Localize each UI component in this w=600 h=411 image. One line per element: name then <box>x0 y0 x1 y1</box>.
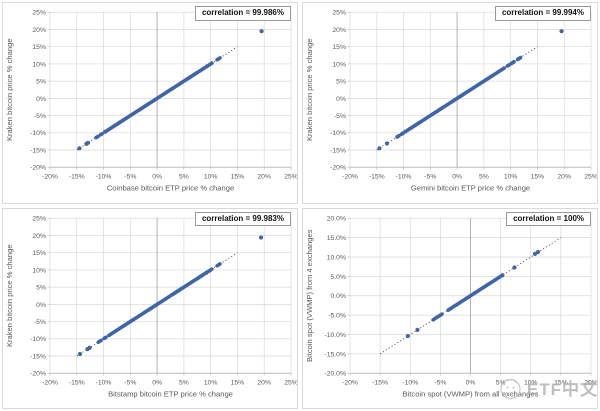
svg-text:Gemini bitcoin ETP price % cha: Gemini bitcoin ETP price % change <box>411 183 530 192</box>
svg-text:10%: 10% <box>332 61 346 68</box>
svg-text:25%: 25% <box>332 10 346 17</box>
scatter-plot-kraken-vs-gemini: -20% -15% -10% -5% 0% 5% 10% 15% 20% 25% 25% 20% 15%… <box>305 10 597 193</box>
svg-text:-5%: -5% <box>434 379 446 386</box>
chart-panel-kraken-vs-coinbase: -20% -15% -10% -5% 0% 5% 10% 15% 20% 25% 25% 20% 15%… <box>2 2 298 204</box>
svg-text:-5%: -5% <box>34 113 46 120</box>
svg-text:Coinbase bitcoin ETP price % c: Coinbase bitcoin ETP price % change <box>107 183 234 192</box>
svg-text:0%: 0% <box>452 173 462 180</box>
correlation-label: correlation = 99.994% <box>494 6 591 21</box>
svg-text:5%: 5% <box>179 173 189 180</box>
svg-text:10%: 10% <box>204 379 218 386</box>
svg-text:-15%: -15% <box>30 353 46 360</box>
svg-text:-10.0%: -10.0% <box>324 331 346 338</box>
svg-text:-20%: -20% <box>30 165 46 172</box>
svg-text:0%: 0% <box>152 173 162 180</box>
svg-text:25%: 25% <box>584 173 597 180</box>
svg-text:0%: 0% <box>36 301 46 308</box>
svg-text:-15%: -15% <box>30 147 46 154</box>
svg-text:25%: 25% <box>32 10 46 17</box>
svg-text:-5%: -5% <box>124 173 136 180</box>
svg-text:-5.0%: -5.0% <box>328 312 346 319</box>
svg-text:20.0%: 20.0% <box>327 215 346 222</box>
svg-text:Bitcoin spot (VWMP) from 4 exc: Bitcoin spot (VWMP) from 4 exchanges <box>305 229 314 362</box>
svg-text:25%: 25% <box>284 379 297 386</box>
svg-text:-20.0%: -20.0% <box>324 370 346 377</box>
svg-text:20%: 20% <box>32 27 46 34</box>
correlation-label: correlation = 100% <box>506 211 591 227</box>
svg-text:20%: 20% <box>257 379 271 386</box>
svg-text:10%: 10% <box>524 379 538 386</box>
svg-text:-5%: -5% <box>424 173 436 180</box>
svg-text:15%: 15% <box>554 379 568 386</box>
chart-panel-kraken-vs-bitstamp: -20% -15% -10% -5% 0% 5% 10% 15% 20% 25% 25% 20% 15%… <box>2 207 298 409</box>
svg-text:-10%: -10% <box>96 379 112 386</box>
svg-text:0%: 0% <box>152 379 162 386</box>
svg-text:-15%: -15% <box>372 379 388 386</box>
correlation-label: correlation = 99.983% <box>194 211 291 227</box>
svg-text:0.0%: 0.0% <box>331 293 347 300</box>
svg-text:-20%: -20% <box>42 173 58 180</box>
svg-text:25%: 25% <box>284 173 297 180</box>
svg-text:Kraken bitcoin price % change: Kraken bitcoin price % change <box>5 244 14 347</box>
svg-text:-20%: -20% <box>42 379 58 386</box>
svg-text:-15%: -15% <box>330 147 346 154</box>
svg-text:0%: 0% <box>36 96 46 103</box>
scatter-plot-vwmp-comparison: -20% -15% -10% -5% 0% 5% 10% 15% 20% 20.0% 15.0% 10… <box>305 215 597 398</box>
svg-text:15.0%: 15.0% <box>327 235 346 242</box>
svg-text:15%: 15% <box>32 44 46 51</box>
svg-text:15%: 15% <box>231 173 245 180</box>
svg-text:-15.0%: -15.0% <box>324 351 346 358</box>
svg-text:10%: 10% <box>204 173 218 180</box>
svg-text:20%: 20% <box>584 379 597 386</box>
svg-text:20%: 20% <box>32 232 46 239</box>
svg-text:5%: 5% <box>36 284 46 291</box>
svg-text:0%: 0% <box>466 379 476 386</box>
svg-text:Kraken bitcoin price % change: Kraken bitcoin price % change <box>305 38 314 141</box>
svg-text:5%: 5% <box>179 379 189 386</box>
scatter-plot-kraken-vs-bitstamp: -20% -15% -10% -5% 0% 5% 10% 15% 20% 25% 25% 20% 15%… <box>5 215 297 398</box>
svg-text:-5%: -5% <box>124 379 136 386</box>
svg-text:10.0%: 10.0% <box>327 254 346 261</box>
svg-text:-10%: -10% <box>30 336 46 343</box>
svg-text:-20%: -20% <box>342 173 358 180</box>
svg-text:-5%: -5% <box>334 113 346 120</box>
svg-text:15%: 15% <box>32 250 46 257</box>
svg-text:-10%: -10% <box>96 173 112 180</box>
svg-text:10%: 10% <box>32 267 46 274</box>
svg-text:-15%: -15% <box>69 173 85 180</box>
svg-text:10%: 10% <box>504 173 518 180</box>
svg-text:25%: 25% <box>32 215 46 222</box>
svg-text:20%: 20% <box>557 173 571 180</box>
svg-text:20%: 20% <box>257 173 271 180</box>
svg-text:-20%: -20% <box>30 370 46 377</box>
scatter-plot-kraken-vs-coinbase: -20% -15% -10% -5% 0% 5% 10% 15% 20% 25% 25% 20% 15%… <box>5 10 297 193</box>
svg-text:-15%: -15% <box>69 379 85 386</box>
svg-text:-15%: -15% <box>369 173 385 180</box>
svg-text:0%: 0% <box>336 96 346 103</box>
svg-text:Kraken bitcoin price % change: Kraken bitcoin price % change <box>5 38 14 141</box>
svg-text:10%: 10% <box>32 61 46 68</box>
svg-text:-5%: -5% <box>34 318 46 325</box>
svg-text:5.0%: 5.0% <box>331 273 347 280</box>
svg-text:5%: 5% <box>336 79 346 86</box>
svg-text:15%: 15% <box>332 44 346 51</box>
correlation-label: correlation = 99.986% <box>194 6 291 21</box>
svg-text:Bitstamp bitcoin ETP price % c: Bitstamp bitcoin ETP price % change <box>108 389 233 398</box>
svg-text:15%: 15% <box>231 379 245 386</box>
svg-text:15%: 15% <box>531 173 545 180</box>
svg-text:5%: 5% <box>36 79 46 86</box>
svg-text:-10%: -10% <box>396 173 412 180</box>
chart-panel-vwmp-comparison: -20% -15% -10% -5% 0% 5% 10% 15% 20% 20.0% 15.0% 10… <box>302 207 598 409</box>
svg-text:-20%: -20% <box>342 379 358 386</box>
svg-text:-10%: -10% <box>402 379 418 386</box>
svg-text:-10%: -10% <box>30 130 46 137</box>
svg-text:5%: 5% <box>496 379 506 386</box>
chart-panel-kraken-vs-gemini: -20% -15% -10% -5% 0% 5% 10% 15% 20% 25% 25% 20% 15%… <box>302 2 598 204</box>
svg-text:20%: 20% <box>332 27 346 34</box>
svg-text:Bitcoin spot (VWMP) from all e: Bitcoin spot (VWMP) from all exchanges <box>403 389 539 398</box>
svg-text:5%: 5% <box>479 173 489 180</box>
svg-text:-20%: -20% <box>330 165 346 172</box>
svg-text:-10%: -10% <box>330 130 346 137</box>
